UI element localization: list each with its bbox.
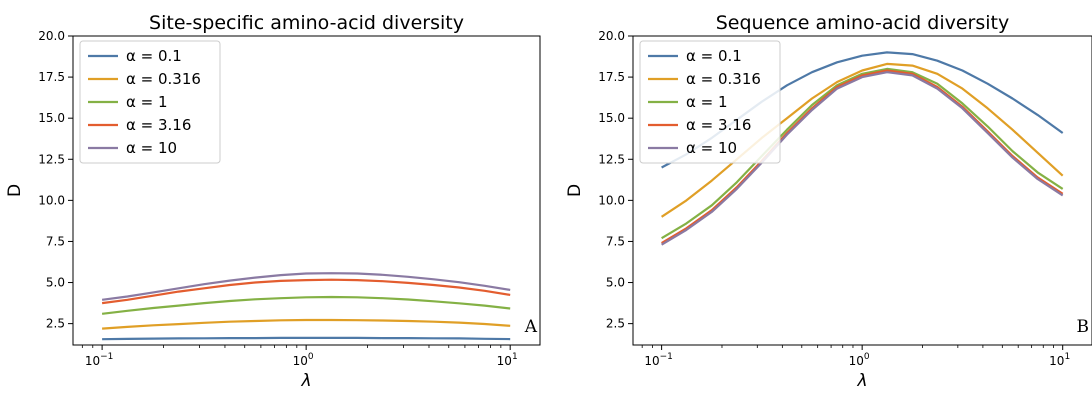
legend-entry: α = 3.16 (686, 116, 751, 134)
y-tick-label: 5.0 (606, 276, 625, 290)
chart-title: Site-specific amino-acid diversity (149, 12, 464, 34)
legend-entry: α = 0.1 (126, 47, 182, 65)
legend-entry: α = 10 (126, 139, 177, 157)
y-tick-label: 10.0 (38, 193, 65, 207)
x-tick-label: 100 (849, 352, 870, 368)
panel-label: A (524, 317, 538, 337)
legend (639, 40, 781, 164)
y-tick-label: 7.5 (606, 234, 625, 248)
series-line-alpha-3_16 (661, 69, 1064, 245)
legend-entry: α = 1 (686, 93, 728, 111)
y-tick-label: 20.0 (598, 29, 625, 43)
y-axis-label: D (565, 184, 585, 197)
y-tick-label: 7.5 (46, 234, 65, 248)
x-tick-label: 101 (1049, 352, 1070, 368)
legend-entry: α = 3.16 (126, 116, 191, 134)
y-tick-label: 17.5 (598, 70, 625, 84)
y-tick-label: 2.5 (606, 317, 625, 331)
x-tick-label: 10−1 (85, 352, 114, 368)
legend-entry: α = 0.1 (686, 47, 742, 65)
x-tick-label: 10−1 (644, 352, 673, 368)
series-line-alpha-0_316 (102, 318, 511, 330)
chart-panel-1: Site-specific amino-acid diversity 2.5 5.0… (5, 12, 541, 391)
plot-frame (632, 35, 1092, 346)
series-line-alpha-10 (661, 71, 1064, 246)
legend-entry: α = 1 (126, 93, 168, 111)
series-line-alpha-10 (101, 272, 511, 301)
panel-label: B (1077, 317, 1090, 337)
y-tick-label: 15.0 (38, 111, 65, 125)
series-line-alpha-0_316 (660, 62, 1064, 218)
x-tick-label: 100 (293, 352, 314, 368)
y-tick-label: 5.0 (46, 276, 65, 290)
y-tick-label: 10.0 (598, 193, 625, 207)
x-axis-label: λ (856, 371, 867, 391)
series-line-alpha-0_1 (102, 336, 511, 341)
legend (79, 40, 221, 164)
y-tick-label: 17.5 (38, 70, 65, 84)
series-line-alpha-1 (101, 295, 511, 315)
y-tick-label: 2.5 (46, 317, 65, 331)
series-line-alpha-3_16 (101, 278, 511, 305)
legend-entry: α = 10 (686, 139, 737, 157)
chart-title: Sequence amino-acid diversity (716, 12, 1010, 34)
legend-entry: α = 0.316 (686, 70, 761, 88)
y-tick-label: 20.0 (38, 29, 65, 43)
x-axis-label: λ (300, 371, 311, 391)
plot-frame (72, 35, 541, 346)
y-tick-label: 12.5 (598, 152, 625, 166)
series-line-alpha-1 (661, 67, 1064, 240)
chart-panel-2: Sequence amino-acid diversity 2.5 5.0 7.5 10… (565, 12, 1092, 391)
x-tick-label: 101 (497, 352, 518, 368)
y-tick-label: 15.0 (598, 111, 625, 125)
legend-entry: α = 0.316 (126, 70, 201, 88)
y-tick-label: 12.5 (38, 152, 65, 166)
y-axis-label: D (5, 184, 25, 197)
